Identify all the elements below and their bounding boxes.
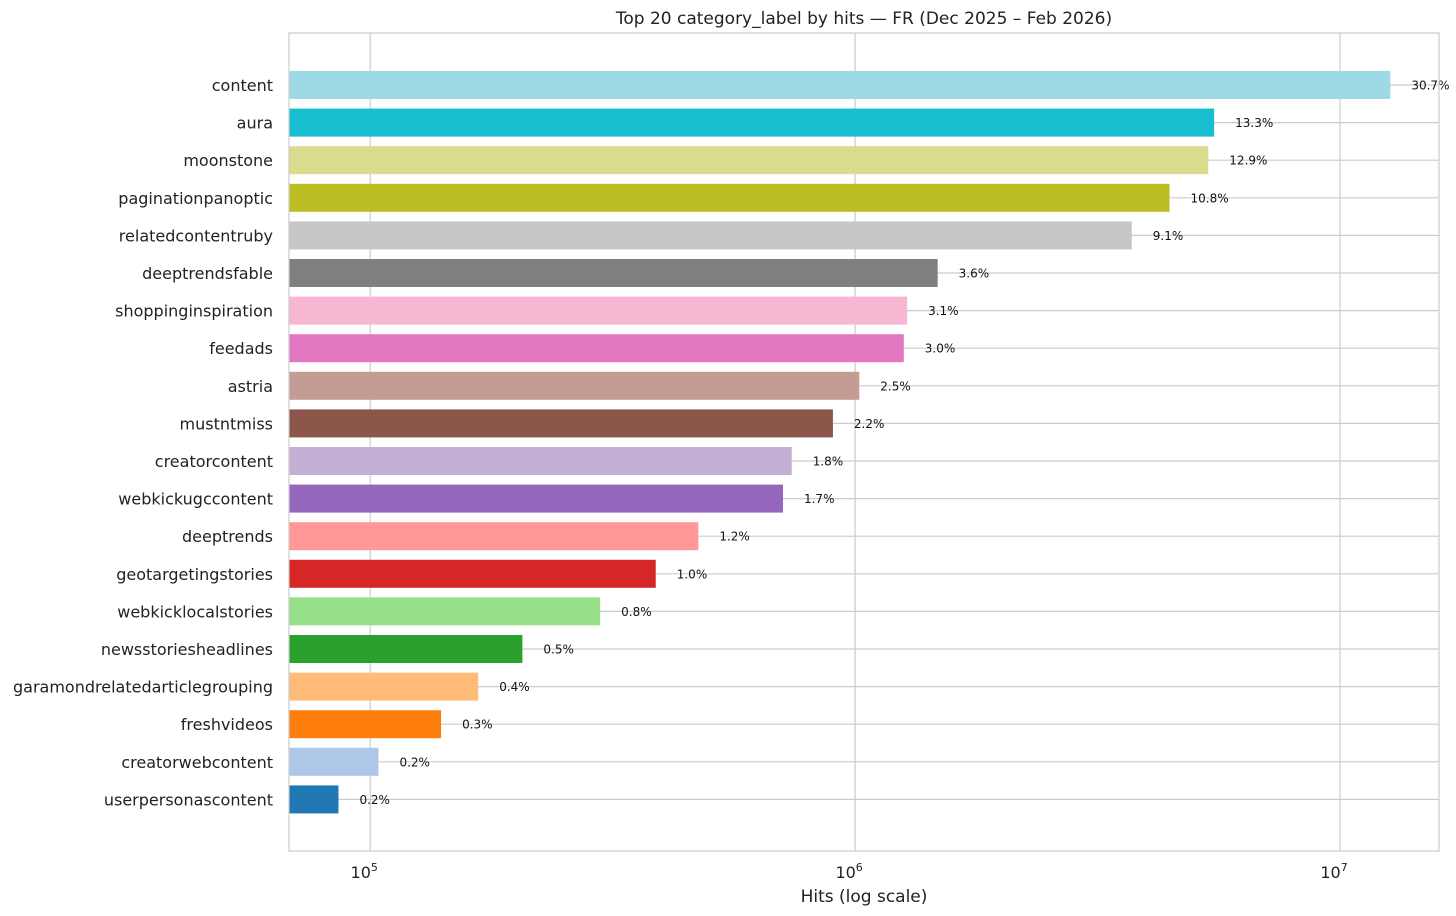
x-tick-label: 105 bbox=[351, 861, 378, 882]
y-tick-label: feedads bbox=[209, 339, 273, 358]
y-tick-label: userpersonascontent bbox=[104, 790, 273, 809]
bar-creatorcontent bbox=[289, 447, 792, 475]
bar-astria bbox=[289, 371, 860, 400]
x-tick-base: 10 bbox=[835, 863, 855, 882]
bar-userpersonascontent bbox=[289, 785, 339, 814]
x-axis-label: Hits (log scale) bbox=[801, 887, 928, 907]
bar-webkickugccontent bbox=[289, 484, 783, 513]
y-tick-label: freshvideos bbox=[181, 715, 273, 734]
y-tick-label: moonstone bbox=[183, 151, 273, 170]
bar-deeptrends bbox=[289, 522, 699, 551]
chart-title: Top 20 category_label by hits — FR (Dec … bbox=[615, 9, 1112, 29]
bar-value-label: 12.9% bbox=[1229, 154, 1267, 168]
y-tick-label: geotargetingstories bbox=[116, 565, 273, 584]
x-tick-exponent: 7 bbox=[1341, 861, 1348, 874]
bar-value-label: 1.8% bbox=[813, 455, 844, 469]
y-tick-label: deeptrends bbox=[182, 527, 273, 546]
bar-value-label: 13.3% bbox=[1235, 116, 1273, 130]
bar-value-label: 2.2% bbox=[854, 417, 885, 431]
bar-newsstoriesheadlines bbox=[289, 635, 523, 663]
bar-value-label: 3.1% bbox=[928, 304, 959, 318]
bar-value-label: 0.2% bbox=[399, 755, 430, 769]
x-tick-label: 106 bbox=[835, 861, 862, 882]
x-tick-exponent: 6 bbox=[856, 861, 863, 874]
bar-moonstone bbox=[289, 146, 1209, 175]
bar-shoppinginspiration bbox=[289, 296, 908, 325]
y-tick-label: webkicklocalstories bbox=[117, 602, 273, 621]
bar-value-label: 0.3% bbox=[462, 718, 493, 732]
y-tick-label: relatedcontentruby bbox=[119, 226, 273, 245]
bar-creatorwebcontent bbox=[289, 747, 379, 776]
y-tick-label: newsstoriesheadlines bbox=[101, 640, 273, 659]
y-tick-label: deeptrendsfable bbox=[142, 264, 273, 283]
bar-value-label: 3.6% bbox=[959, 267, 990, 281]
bar-mustntmiss bbox=[289, 409, 833, 438]
bar-geotargetingstories bbox=[289, 559, 656, 588]
y-tick-label: astria bbox=[228, 377, 273, 396]
y-tick-label: webkickugccontent bbox=[118, 490, 273, 509]
bar-relatedcontentruby bbox=[289, 221, 1132, 250]
y-tick-label: garamondrelatedarticlegrouping bbox=[13, 678, 273, 697]
x-ticks: 105 106 107 bbox=[351, 861, 1348, 882]
bar-value-label: 1.7% bbox=[804, 492, 835, 506]
bar-value-label: 3.0% bbox=[925, 342, 956, 356]
bar-value-label: 1.2% bbox=[719, 530, 750, 544]
labels-layer: content 30.7% aura 13.3% moonstone 12.9% pagin… bbox=[13, 76, 1449, 809]
bar-paginationpanoptic bbox=[289, 183, 1170, 212]
y-tick-label: creatorwebcontent bbox=[121, 753, 273, 772]
bar-content bbox=[289, 71, 1391, 99]
bar-webkicklocalstories bbox=[289, 597, 601, 626]
y-tick-label: shoppinginspiration bbox=[115, 302, 273, 321]
y-tick-label: content bbox=[212, 76, 273, 95]
bar-aura bbox=[289, 108, 1215, 137]
x-tick-base: 10 bbox=[1320, 863, 1340, 882]
bar-value-label: 2.5% bbox=[880, 379, 911, 393]
bar-value-label: 9.1% bbox=[1153, 229, 1184, 243]
bar-feedads bbox=[289, 334, 904, 363]
bar-garamondrelatedarticlegrouping bbox=[289, 672, 479, 701]
bar-value-label: 0.4% bbox=[499, 680, 530, 694]
x-tick-base: 10 bbox=[351, 863, 371, 882]
bars-layer bbox=[289, 71, 1391, 814]
x-tick-exponent: 5 bbox=[371, 861, 378, 874]
bar-value-label: 10.8% bbox=[1191, 191, 1229, 205]
y-tick-label: creatorcontent bbox=[155, 452, 273, 471]
bar-value-label: 0.5% bbox=[543, 643, 574, 657]
y-tick-label: mustntmiss bbox=[180, 414, 273, 433]
y-tick-label: aura bbox=[237, 114, 273, 133]
bar-value-label: 0.2% bbox=[359, 793, 390, 807]
plot-frame bbox=[288, 32, 1440, 852]
y-tick-label: paginationpanoptic bbox=[118, 189, 273, 208]
bar-value-label: 1.0% bbox=[677, 567, 708, 581]
bar-deeptrendsfable bbox=[289, 259, 938, 287]
x-tick-label: 107 bbox=[1320, 861, 1347, 882]
bar-value-label: 0.8% bbox=[621, 605, 652, 619]
bar-freshvideos bbox=[289, 710, 442, 739]
bar-value-label: 30.7% bbox=[1411, 79, 1449, 93]
